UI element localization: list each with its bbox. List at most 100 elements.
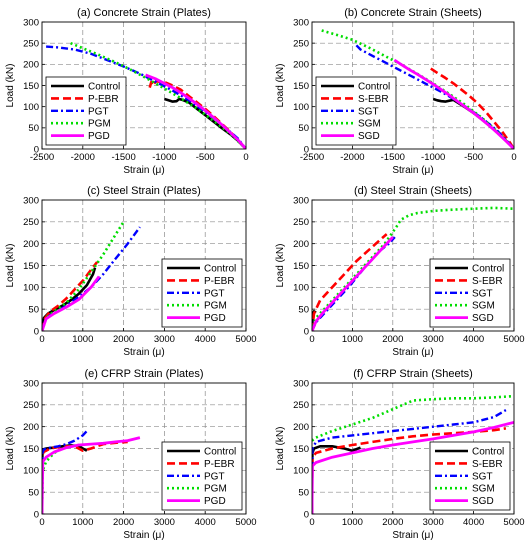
- x-tick-label: 2000: [382, 334, 403, 345]
- x-tick-label: 4000: [195, 334, 216, 345]
- x-tick-label: -1500: [111, 152, 135, 163]
- y-tick-label: 150: [293, 444, 309, 455]
- y-tick-label: 0: [304, 326, 309, 337]
- x-tick-label: 1000: [72, 334, 93, 345]
- series-line-s-ebr: [430, 67, 514, 149]
- x-tick-label: 4000: [463, 517, 484, 528]
- x-tick-label: 5000: [235, 517, 256, 528]
- legend-label: P-EBR: [88, 94, 119, 105]
- x-tick-label: 0: [309, 334, 314, 345]
- legend-label: Control: [472, 264, 504, 275]
- series-line-sgm: [312, 394, 514, 442]
- series-line-pgd: [145, 73, 246, 149]
- x-axis-label: Strain (μ): [392, 530, 433, 541]
- y-axis-label: Load (kN): [275, 427, 286, 471]
- x-axis-label: Strain (μ): [123, 347, 164, 358]
- legend-label: PGM: [204, 301, 227, 312]
- legend-label: Control: [88, 82, 120, 93]
- y-tick-label: 300: [293, 378, 309, 389]
- series-group: [312, 394, 514, 514]
- y-tick-label: 150: [293, 261, 309, 272]
- x-tick-label: 3000: [423, 334, 444, 345]
- legend-box: [315, 76, 397, 146]
- x-axis-label: Strain (μ): [123, 530, 164, 541]
- x-tick-label: -1000: [421, 152, 445, 163]
- legend-label: PGM: [204, 484, 227, 495]
- chart-panel-6: (f) CFRP Strain (Sheets)0 1000 2000 3000 400…: [275, 368, 525, 541]
- y-tick-label: 50: [298, 304, 309, 315]
- y-tick-label: 50: [28, 123, 39, 134]
- y-tick-label: 100: [23, 466, 39, 477]
- panel-title: (a) Concrete Strain (Plates): [77, 7, 211, 19]
- legend-box: [161, 258, 243, 328]
- legend-label: SGM: [472, 301, 495, 312]
- y-axis-label: Load (kN): [5, 244, 16, 288]
- legend-label: S-EBR: [358, 94, 389, 105]
- series-line-control: [42, 267, 97, 331]
- y-tick-label: 200: [293, 422, 309, 433]
- panel-title: (b) Concrete Strain (Sheets): [344, 7, 482, 19]
- series-group: [46, 41, 246, 149]
- series-group: [312, 206, 514, 331]
- legend-label: PGT: [88, 106, 109, 117]
- panel-title: (d) Steel Strain (Sheets): [354, 185, 472, 197]
- y-tick-label: 200: [293, 239, 309, 250]
- legend-label: Control: [472, 447, 504, 458]
- y-axis-label: Load (kN): [275, 244, 286, 288]
- y-tick-label: 300: [23, 195, 39, 206]
- legend-box: [161, 441, 243, 511]
- x-tick-label: 4000: [463, 334, 484, 345]
- legend-label: SGT: [358, 106, 379, 117]
- series-line-sgd: [312, 420, 514, 514]
- panel-title: (c) Steel Strain (Plates): [87, 185, 201, 197]
- y-tick-label: 300: [293, 17, 309, 28]
- y-axis-label: Load (kN): [5, 427, 16, 471]
- x-tick-label: 2000: [113, 517, 134, 528]
- series-group: [42, 430, 141, 514]
- y-tick-label: 250: [23, 400, 39, 411]
- legend-label: SGM: [358, 119, 381, 130]
- legend-label: PGD: [204, 313, 226, 324]
- chart-panel-2: (b) Concrete Strain (Sheets) -2500 -2000 -1…: [275, 7, 517, 176]
- legend-label: P-EBR: [204, 276, 235, 287]
- series-line-pgd: [42, 436, 141, 514]
- y-tick-label: 200: [293, 60, 309, 71]
- series-line-p-ebr: [42, 261, 99, 331]
- legend-box: [429, 258, 511, 328]
- y-tick-label: 0: [304, 509, 309, 520]
- legend-label: PGM: [88, 119, 111, 130]
- y-tick-label: 100: [293, 102, 309, 113]
- x-tick-label: 0: [309, 517, 314, 528]
- x-tick-label: 0: [39, 517, 44, 528]
- legend-label: PGD: [88, 131, 110, 142]
- y-tick-label: 0: [304, 144, 309, 155]
- chart-panel-5: (e) CFRP Strain (Plates)0 1000 2000 3000 400…: [5, 368, 257, 541]
- legend-box: [45, 76, 127, 146]
- y-tick-label: 0: [34, 326, 39, 337]
- y-tick-label: 200: [23, 60, 39, 71]
- x-tick-label: 0: [39, 334, 44, 345]
- legend-label: SGT: [472, 471, 493, 482]
- y-tick-label: 250: [293, 38, 309, 49]
- x-tick-label: -2500: [30, 152, 54, 163]
- series-line-sgt: [312, 409, 507, 514]
- chart-panel-4: (d) Steel Strain (Sheets)0 1000 2000 3000 40…: [275, 185, 525, 358]
- x-tick-label: 0: [511, 152, 516, 163]
- y-tick-label: 300: [293, 195, 309, 206]
- x-tick-label: 3000: [423, 517, 444, 528]
- chart-panel-3: (c) Steel Strain (Plates)0 1000 2000 3000 40…: [5, 185, 257, 358]
- y-tick-label: 150: [293, 81, 309, 92]
- panel-title: (e) CFRP Strain (Plates): [85, 368, 204, 380]
- y-tick-label: 200: [23, 239, 39, 250]
- y-axis-label: Load (kN): [5, 64, 16, 108]
- x-axis-label: Strain (μ): [392, 165, 433, 176]
- y-tick-label: 0: [34, 144, 39, 155]
- legend-label: Control: [358, 82, 390, 93]
- y-tick-label: 250: [293, 217, 309, 228]
- x-tick-label: 1000: [342, 517, 363, 528]
- legend-label: PGT: [204, 471, 225, 482]
